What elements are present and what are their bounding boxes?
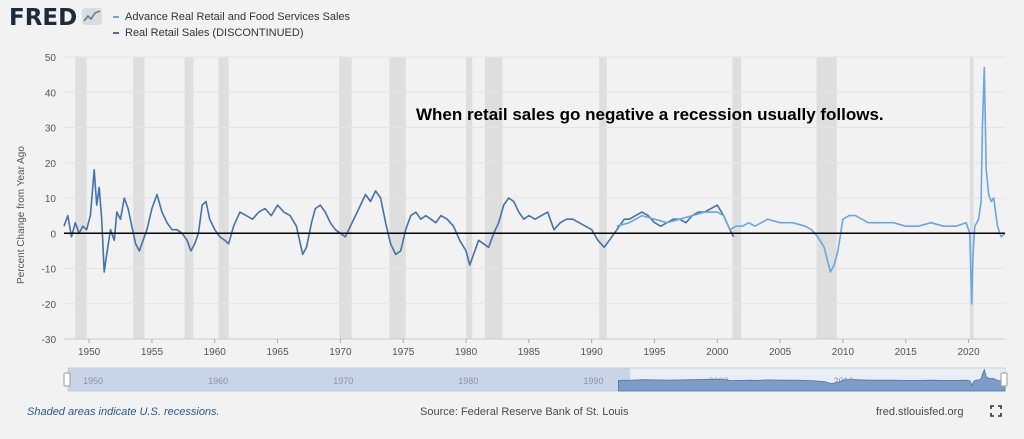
x-tick-label: 1955 xyxy=(141,347,164,358)
legend-label: Real Retail Sales (DISCONTINUED) xyxy=(125,27,304,39)
x-axis-ticks: 1950 1955 1960 1965 1970 1975 1980 1985 1990 1995… xyxy=(78,339,980,358)
chart-annotation: When retail sales go negative a recessio… xyxy=(416,105,884,124)
x-tick-label: 1985 xyxy=(518,347,541,358)
navigator-right-handle[interactable] xyxy=(1000,372,1008,387)
navigator-left-handle[interactable] xyxy=(63,372,71,387)
x-tick-label: 1990 xyxy=(581,347,604,358)
y-tick-label: -20 xyxy=(42,300,57,311)
legend-label: Advance Real Retail and Food Services Sa… xyxy=(125,11,351,23)
header: FRED Advance Real Retail and Food Servic… xyxy=(0,0,1024,50)
x-tick-label: 1960 xyxy=(204,347,227,358)
x-tick-label: 1950 xyxy=(78,347,101,358)
chart-logo-icon xyxy=(82,8,102,25)
legend-swatch xyxy=(113,16,119,18)
x-tick-label: 1995 xyxy=(643,347,666,358)
series-line-real-retail xyxy=(63,169,735,273)
y-tick-label: 40 xyxy=(45,88,57,99)
x-tick-label: 1970 xyxy=(329,347,352,358)
y-tick-label: 0 xyxy=(50,229,56,240)
navigator-unselected xyxy=(68,368,630,391)
site-link[interactable]: fred.stlouisfed.org xyxy=(876,406,964,418)
x-tick-label: 2020 xyxy=(957,347,980,358)
range-navigator[interactable]: 1950196019701980199020002010 xyxy=(63,367,1008,392)
recession-note: Shaded areas indicate U.S. recessions. xyxy=(27,406,220,418)
legend: Advance Real Retail and Food Services Sa… xyxy=(113,9,350,41)
x-tick-label: 2000 xyxy=(706,347,729,358)
x-tick-label: 1980 xyxy=(455,347,478,358)
navigator-tick-label: 1970 xyxy=(333,376,353,386)
legend-swatch xyxy=(113,32,119,34)
x-tick-label: 2010 xyxy=(832,347,855,358)
y-axis-label: Percent Change from Year Ago xyxy=(16,146,27,284)
x-tick-label: 1975 xyxy=(392,347,415,358)
y-tick-label: 30 xyxy=(45,124,57,135)
legend-item-real[interactable]: Real Retail Sales (DISCONTINUED) xyxy=(113,25,350,41)
chart: -30 -20 -10 0 10 20 30 40 50 1950 1955 1960 1965 197… xyxy=(16,53,1008,392)
y-tick-label: 50 xyxy=(45,53,57,64)
fullscreen-icon[interactable] xyxy=(990,405,1002,417)
footer: Shaded areas indicate U.S. recessions. S… xyxy=(0,400,1024,439)
y-tick-label: 10 xyxy=(45,194,57,205)
y-tick-label: -30 xyxy=(42,335,57,346)
x-tick-label: 2005 xyxy=(769,347,792,358)
grid xyxy=(64,56,1005,340)
x-tick-label: 2015 xyxy=(895,347,918,358)
legend-item-advance[interactable]: Advance Real Retail and Food Services Sa… xyxy=(113,9,350,25)
navigator-tick-label: 1950 xyxy=(83,376,103,386)
x-tick-label: 1965 xyxy=(266,347,289,358)
y-tick-label: -10 xyxy=(42,265,57,276)
series-line-advance-retail xyxy=(616,66,1006,305)
navigator-tick-label: 1990 xyxy=(583,376,603,386)
source-credit: Source: Federal Reserve Bank of St. Loui… xyxy=(420,406,629,418)
navigator-tick-label: 1960 xyxy=(208,376,228,386)
fred-logo[interactable]: FRED xyxy=(9,5,78,31)
navigator-series xyxy=(618,368,1006,392)
series-lines xyxy=(63,66,1006,305)
navigator-tick-label: 1980 xyxy=(458,376,478,386)
y-tick-label: 20 xyxy=(45,159,57,170)
y-axis-ticks: -30 -20 -10 0 10 20 30 40 50 xyxy=(42,53,57,346)
